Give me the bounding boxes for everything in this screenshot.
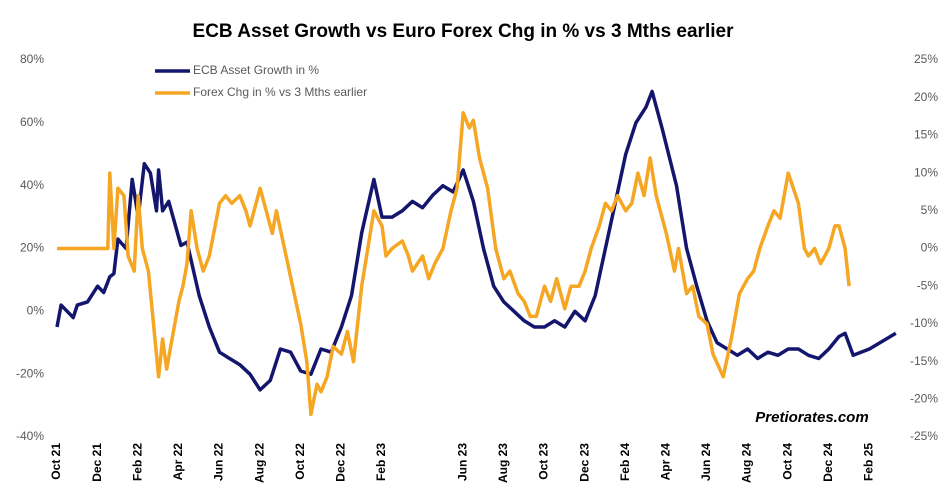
y-tick-label: -20% (16, 366, 44, 380)
x-tick-label: Aug 23 (496, 443, 510, 483)
x-tick-label: Feb 25 (862, 443, 876, 481)
chart-title: ECB Asset Growth vs Euro Forex Chg in % … (193, 21, 735, 42)
y-tick-label: 0% (27, 304, 45, 318)
y-tick-label: 60% (20, 115, 44, 129)
x-tick-label: Dec 22 (334, 443, 348, 482)
x-tick-label: Feb 24 (618, 443, 632, 481)
x-tick-label: Dec 24 (821, 443, 835, 482)
y2-tick-label: -15% (910, 354, 938, 368)
y-tick-label: 20% (20, 241, 44, 255)
x-tick-label: Oct 23 (537, 443, 551, 480)
y2-tick-label: -10% (910, 316, 938, 330)
x-tick-label: Jun 22 (212, 443, 226, 481)
x-tick-label: Apr 24 (659, 443, 673, 481)
y2-tick-label: 25% (914, 52, 938, 66)
y2-tick-label: -20% (910, 391, 938, 405)
x-tick-label: Apr 22 (171, 443, 185, 481)
x-tick-label: Feb 22 (130, 443, 144, 481)
y2-tick-label: -5% (917, 278, 939, 292)
y-tick-label: 80% (20, 52, 44, 66)
y2-tick-label: 20% (914, 90, 938, 104)
y2-tick-label: 5% (921, 203, 939, 217)
x-tick-label: Oct 22 (293, 443, 307, 480)
y2-tick-label: 0% (921, 241, 939, 255)
x-tick-label: Oct 21 (49, 443, 63, 480)
x-tick-label: Aug 22 (252, 443, 266, 483)
legend-label: Forex Chg in % vs 3 Mths earlier (193, 85, 367, 99)
x-tick-label: Aug 24 (740, 443, 754, 483)
x-tick-label: Feb 23 (374, 443, 388, 481)
x-tick-label: Jun 24 (699, 443, 713, 481)
y-tick-label: 40% (20, 178, 44, 192)
x-tick-label: Oct 24 (780, 443, 794, 480)
x-tick-label: Jun 23 (455, 443, 469, 481)
y2-tick-label: 15% (914, 128, 938, 142)
x-tick-label: Dec 23 (577, 443, 591, 482)
x-tick-label: Dec 21 (90, 443, 104, 482)
y2-tick-label: -25% (910, 429, 938, 443)
series-line (55, 89, 897, 392)
y2-tick-label: 10% (914, 165, 938, 179)
y-tick-label: -40% (16, 429, 44, 443)
series-line (57, 111, 851, 417)
annotation: Pretiorates.com (755, 409, 868, 426)
legend-label: ECB Asset Growth in % (193, 63, 319, 77)
